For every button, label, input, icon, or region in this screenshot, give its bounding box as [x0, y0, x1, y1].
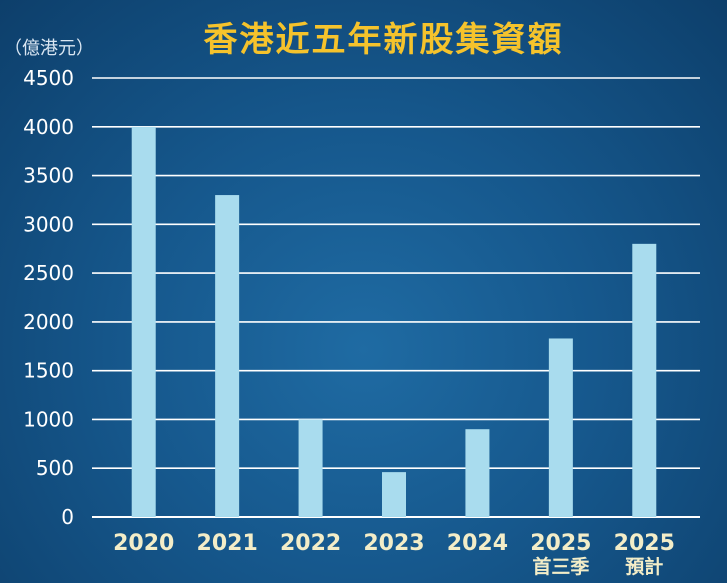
x-tick-label: 2021	[197, 531, 258, 556]
x-tick-label: 2022	[280, 531, 341, 556]
x-tick-label: 2023	[363, 531, 424, 556]
y-tick-label: 3500	[23, 164, 74, 188]
y-tick-label: 1500	[23, 359, 74, 383]
x-tick-label: 2025	[614, 531, 675, 556]
bar	[298, 419, 323, 517]
chart-title: 香港近五年新股集資額	[203, 20, 564, 60]
y-tick-label: 1000	[23, 407, 74, 431]
bar	[632, 243, 657, 517]
y-tick-label: 2000	[23, 310, 74, 334]
x-tick-label: 預計	[625, 555, 663, 578]
y-tick-label: 0	[61, 505, 74, 529]
x-tick-label: 2025	[530, 531, 591, 556]
y-axis-unit-label: （億港元）	[4, 38, 94, 59]
bar	[548, 338, 573, 517]
y-tick-label: 3000	[23, 212, 74, 236]
bar	[382, 472, 406, 517]
y-tick-label: 500	[36, 456, 74, 480]
bar	[465, 429, 490, 517]
y-tick-label: 4500	[23, 66, 74, 90]
x-tick-label: 2020	[113, 531, 174, 556]
bar	[215, 195, 240, 518]
x-tick-label: 2024	[447, 531, 508, 556]
y-tick-label: 2500	[23, 261, 74, 285]
y-tick-label: 4000	[23, 115, 74, 139]
bar	[131, 126, 156, 518]
x-tick-label: 首三季	[532, 555, 589, 578]
